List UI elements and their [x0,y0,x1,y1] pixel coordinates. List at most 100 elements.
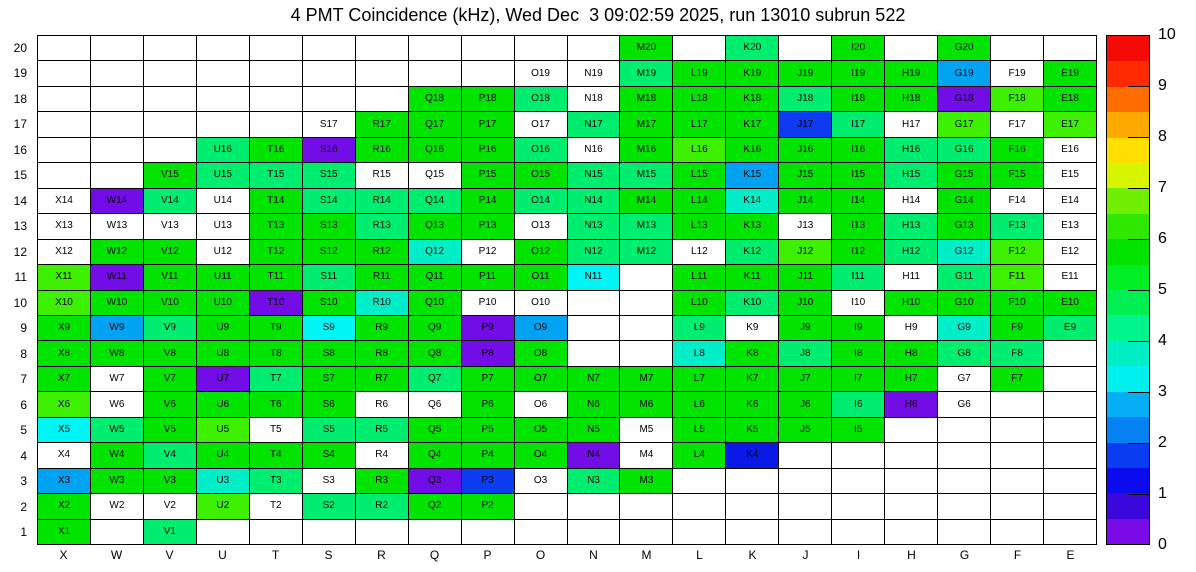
y-axis-label-16: 16 [13,142,27,157]
cell-T8: T8 [249,341,302,366]
cell-label: O4 [533,449,548,461]
cell-N14: N14 [567,188,620,214]
cell-T9: T9 [249,315,302,341]
cell-H15: H15 [885,163,938,188]
cell-empty-W18 [90,86,143,112]
cell-label: G19 [954,67,974,79]
cell-label: J13 [797,220,814,232]
cell-label: O13 [531,220,550,232]
cell-I17: I17 [832,112,885,137]
cell-label: U9 [216,322,230,334]
cell-label: W14 [106,194,128,206]
cell-label: F10 [1008,296,1026,308]
cell-empty-H5 [885,417,938,443]
colorbar-tick-label-0: 0 [1158,536,1167,553]
cell-label: I15 [851,169,866,181]
cell-label: O6 [533,398,548,410]
cell-N5: N5 [567,417,620,443]
cell-label: P18 [478,93,497,105]
cell-label: L12 [691,245,708,257]
cell-label: M16 [636,144,657,156]
colorbar-tick [1128,86,1150,87]
cell-K12: K12 [726,239,779,265]
cell-label: P9 [481,322,494,334]
cell-P14: P14 [461,188,514,214]
cell-R8: R8 [355,341,408,366]
cell-V5: V5 [143,417,196,443]
cell-F16: F16 [991,137,1044,163]
cell-M7: M7 [620,366,673,392]
cell-label: L8 [693,347,705,359]
cell-label: E14 [1061,194,1079,206]
cell-label: U13 [213,220,232,232]
cell-M4: M4 [620,443,673,468]
cell-label: F14 [1008,194,1026,206]
cell-S13: S13 [302,214,355,239]
cell-N16: N16 [567,137,620,163]
cell-label: J17 [797,118,814,130]
cell-X7: X7 [38,366,90,392]
cell-empty-W17 [90,112,143,137]
y-axis-label-15: 15 [13,168,27,183]
cell-R7: R7 [355,366,408,392]
cell-label: J10 [797,296,814,308]
cell-label: R11 [372,271,391,283]
cell-Q6: Q6 [408,392,461,417]
cell-L15: L15 [673,163,726,188]
cell-J12: J12 [779,239,832,265]
cell-K16: K16 [726,137,779,163]
x-axis-label-J: J [802,548,809,562]
cell-label: S15 [319,169,338,181]
cell-label: U3 [216,474,230,486]
cell-V10: V10 [143,290,196,315]
cell-empty-X15 [38,163,90,188]
cell-I15: I15 [832,163,885,188]
cell-label: E13 [1061,220,1079,232]
cell-label: P13 [478,220,497,232]
cell-label: N14 [584,194,603,206]
y-axis-label-1: 1 [20,525,27,540]
colorbar-tick [1128,392,1150,393]
cell-label: J16 [797,144,814,156]
cell-N4: N4 [567,443,620,468]
cell-P4: P4 [461,443,514,468]
cell-label: S12 [319,245,338,257]
cell-label: F8 [1011,347,1023,359]
cell-empty-U17 [196,112,249,137]
y-axis-label-11: 11 [14,270,27,285]
cell-E9: E9 [1044,315,1096,341]
cell-label: N16 [584,144,603,156]
cell-label: E15 [1061,169,1079,181]
cell-K4: K4 [726,443,779,468]
cell-O4: O4 [514,443,567,468]
cell-label: P3 [481,474,494,486]
cell-label: P11 [479,271,497,283]
cell-O16: O16 [514,137,567,163]
colorbar-tick [1128,290,1150,291]
cell-J10: J10 [779,290,832,315]
cell-empty-M9 [620,315,673,341]
cell-V12: V12 [143,239,196,265]
cell-F19: F19 [991,61,1044,86]
colorbar-tick [1128,239,1150,240]
cell-label: I12 [851,245,866,257]
cell-label: E9 [1063,322,1077,334]
cell-label: F13 [1008,220,1026,232]
cell-label: E10 [1061,296,1079,308]
colorbar-tick-label-10: 10 [1158,26,1176,43]
cell-N19: N19 [567,61,620,86]
cell-J14: J14 [779,188,832,214]
cell-W13: W13 [90,214,143,239]
cell-S11: S11 [302,265,355,290]
cell-V8: V8 [143,341,196,366]
cell-label: V8 [163,347,176,359]
cell-X13: X13 [38,214,90,239]
cell-L6: L6 [673,392,726,417]
colorbar-band [1107,163,1149,189]
cell-V2: V2 [143,494,196,519]
cell-P18: P18 [461,86,514,112]
cell-K14: K14 [726,188,779,214]
cell-label: L14 [691,194,708,206]
cell-label: W6 [109,398,125,410]
